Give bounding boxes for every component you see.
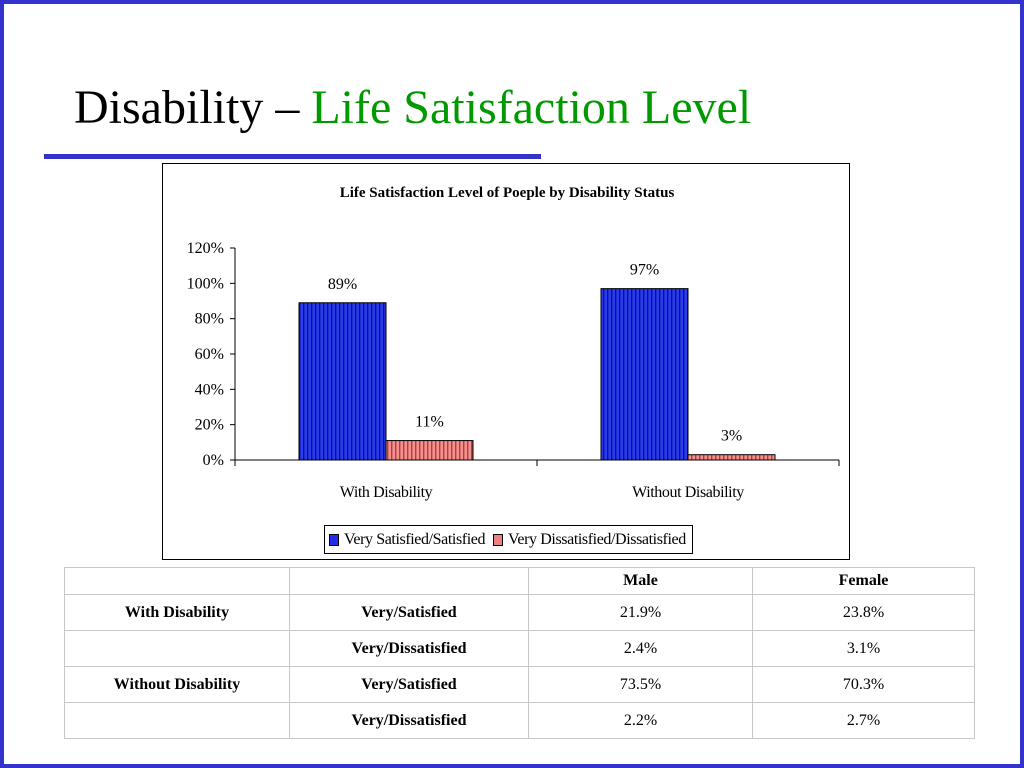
table-header-cell: [289, 567, 529, 595]
chart-legend: Very Satisfied/Satisfied Very Dissatisfi…: [324, 525, 693, 554]
table-row: With Disability Very/Satisfied 21.9% 23.…: [64, 594, 975, 631]
legend-label-satisfied: Very Satisfied/Satisfied: [344, 530, 486, 548]
bar: [298, 302, 387, 461]
table-cell-group: With Disability: [64, 594, 290, 631]
table-cell-female: 3.1%: [752, 630, 975, 667]
y-tick-label: 40%: [195, 381, 224, 398]
table-header-female: Female: [752, 567, 975, 595]
data-label: 97%: [630, 262, 659, 279]
table-row: Very/Dissatisfied 2.2% 2.7%: [64, 702, 975, 739]
chart-container: Life Satisfaction Level of Poeple by Dis…: [162, 163, 850, 560]
bar-chart: Life Satisfaction Level of Poeple by Dis…: [187, 185, 840, 501]
table-cell-male: 2.4%: [528, 630, 753, 667]
y-tick-label: 80%: [195, 311, 224, 328]
x-category-label: Without Disability: [632, 484, 744, 501]
legend-label-dissatisfied: Very Dissatisfied/Dissatisfied: [508, 530, 686, 548]
bar: [600, 288, 689, 461]
y-tick-label: 60%: [195, 346, 224, 363]
table-cell-level: Very/Dissatisfied: [289, 630, 529, 667]
bar: [385, 440, 474, 461]
legend-item-satisfied: Very Satisfied/Satisfied: [329, 531, 485, 549]
table-cell-group: [64, 702, 290, 739]
table-cell-group: [64, 630, 290, 667]
x-category-label: With Disability: [340, 484, 433, 501]
table-header-row: Male Female: [64, 567, 975, 595]
table-cell-level: Very/Satisfied: [289, 594, 529, 631]
y-tick-label: 120%: [187, 240, 224, 257]
chart-title: Life Satisfaction Level of Poeple by Dis…: [340, 185, 675, 201]
table-header-cell: [64, 567, 290, 595]
table-row: Without Disability Very/Satisfied 73.5% …: [64, 666, 975, 703]
y-tick-label: 100%: [187, 275, 224, 292]
table-cell-level: Very/Satisfied: [289, 666, 529, 703]
satisfaction-table: Male Female With Disability Very/Satisfi…: [64, 567, 975, 739]
slide-title: Disability – Life Satisfaction Level: [74, 78, 751, 138]
data-label: 3%: [721, 428, 742, 445]
legend-item-dissatisfied: Very Dissatisfied/Dissatisfied: [493, 531, 686, 549]
table-cell-level: Very/Dissatisfied: [289, 702, 529, 739]
y-tick-label: 20%: [195, 417, 224, 434]
table-cell-female: 23.8%: [752, 594, 975, 631]
legend-swatch-dissatisfied: [493, 533, 504, 546]
title-underline: [44, 154, 541, 159]
table-cell-male: 2.2%: [528, 702, 753, 739]
bar: [687, 454, 776, 461]
table-cell-female: 2.7%: [752, 702, 975, 739]
legend-swatch-satisfied: [329, 533, 339, 546]
table-header-male: Male: [528, 567, 753, 595]
slide-title-accent: Life Satisfaction Level: [311, 81, 752, 134]
data-label: 11%: [415, 414, 444, 431]
table-cell-group: Without Disability: [64, 666, 290, 703]
table-cell-female: 70.3%: [752, 666, 975, 703]
slide-title-main: Disability –: [74, 81, 312, 134]
table-cell-male: 73.5%: [528, 666, 753, 703]
data-label: 89%: [328, 276, 357, 293]
table-row: Very/Dissatisfied 2.4% 3.1%: [64, 630, 975, 667]
y-tick-label: 0%: [203, 452, 224, 469]
table-cell-male: 21.9%: [528, 594, 753, 631]
